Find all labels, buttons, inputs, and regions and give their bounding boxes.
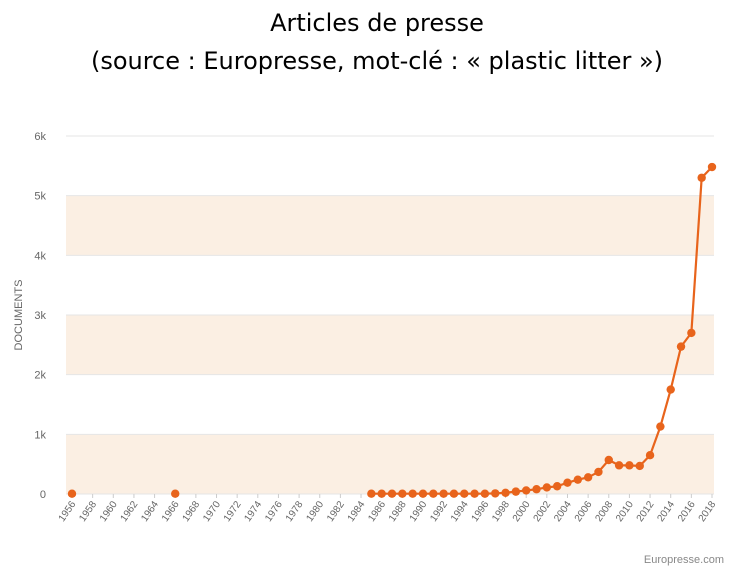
x-tick-label: 1962 <box>119 499 141 524</box>
data-point <box>666 385 675 394</box>
y-tick-label: 4k <box>34 250 46 262</box>
data-point <box>594 467 603 477</box>
data-point <box>67 489 77 498</box>
data-point <box>583 473 593 482</box>
data-point <box>387 489 397 498</box>
data-point <box>676 342 686 351</box>
data-point <box>563 478 572 487</box>
x-tick-label: 2006 <box>573 499 595 524</box>
data-point <box>687 328 696 338</box>
chart-subtitle: (source : Europresse, mot-clé : « plasti… <box>90 47 664 75</box>
x-tick-label: 2016 <box>676 499 698 524</box>
source-credit: Europresse.com <box>643 554 724 566</box>
plot-band <box>66 315 714 375</box>
x-tick-label: 1972 <box>222 499 244 524</box>
x-tick-label: 1978 <box>284 499 306 524</box>
x-tick-label: 1992 <box>428 499 450 524</box>
x-tick-label: 2000 <box>511 499 533 524</box>
x-tick-label: 2010 <box>614 499 636 524</box>
x-tick-label: 2004 <box>552 499 574 524</box>
data-point <box>707 162 717 172</box>
plot-band <box>66 195 714 256</box>
data-point <box>521 486 531 495</box>
data-point <box>377 489 386 498</box>
data-point <box>532 485 541 494</box>
data-point <box>511 487 521 496</box>
data-point <box>697 173 706 182</box>
data-point <box>645 451 655 460</box>
x-tick-label: 1984 <box>346 499 368 524</box>
x-tick-label: 1958 <box>77 499 99 524</box>
data-point <box>656 422 665 431</box>
y-tick-label: 5k <box>34 191 46 203</box>
y-tick-label: 6k <box>34 131 46 143</box>
data-point <box>573 475 583 484</box>
chart-title: Articles de presse <box>270 9 484 37</box>
data-point <box>625 461 634 470</box>
y-tick-label: 1k <box>34 429 46 441</box>
x-tick-label: 1966 <box>160 499 182 524</box>
x-tick-label: 1994 <box>449 499 471 524</box>
x-tick-label: 2008 <box>593 499 615 524</box>
data-point <box>418 489 428 498</box>
data-point <box>470 489 479 498</box>
data-point <box>408 489 417 498</box>
series-line <box>371 166 713 495</box>
data-point <box>604 455 613 465</box>
data-point <box>552 482 562 491</box>
data-point <box>367 489 376 498</box>
x-tick-label: 1964 <box>139 499 161 524</box>
data-point <box>171 489 180 498</box>
data-point <box>449 489 459 498</box>
data-point <box>491 489 500 498</box>
x-tick-label: 1996 <box>470 499 492 524</box>
x-tick-label: 1976 <box>263 499 285 524</box>
x-tick-label: 2014 <box>655 499 677 524</box>
x-tick-label: 1986 <box>366 499 388 524</box>
x-tick-label: 2018 <box>697 499 719 524</box>
data-point <box>460 489 469 498</box>
data-point <box>398 489 407 498</box>
data-point <box>501 488 510 498</box>
x-tick-label: 1960 <box>98 499 120 524</box>
y-tick-label: 0 <box>40 489 46 501</box>
data-point <box>429 489 438 498</box>
y-tick-label: 3k <box>34 310 46 322</box>
x-tick-label: 1956 <box>57 499 79 524</box>
x-tick-label: 1974 <box>242 499 264 524</box>
x-tick-label: 1988 <box>387 499 409 524</box>
x-tick-label: 1998 <box>490 499 512 524</box>
x-tick-label: 2002 <box>532 499 554 524</box>
x-tick-label: 1968 <box>181 499 203 524</box>
y-axis-label: DOCUMENTS <box>13 280 25 351</box>
data-point <box>614 461 624 470</box>
y-tick-label: 2k <box>34 370 46 382</box>
data-point <box>635 461 644 471</box>
x-tick-label: 2012 <box>635 499 657 524</box>
data-point <box>542 483 552 492</box>
data-point <box>439 489 448 498</box>
x-tick-label: 1982 <box>325 499 347 524</box>
data-point <box>480 489 490 498</box>
x-tick-label: 1980 <box>304 499 326 524</box>
x-tick-label: 1970 <box>201 499 223 524</box>
x-tick-label: 1990 <box>408 499 430 524</box>
